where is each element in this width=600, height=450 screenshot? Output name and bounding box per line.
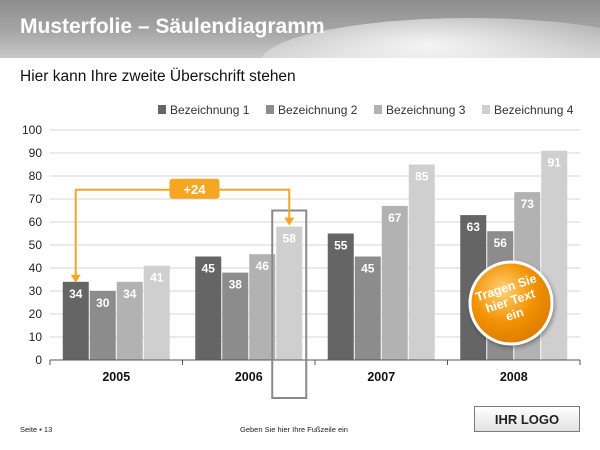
bar xyxy=(195,256,222,360)
x-tick-label: 2007 xyxy=(367,370,395,384)
legend-swatch xyxy=(374,105,382,114)
legend-swatch xyxy=(158,105,166,114)
legend-label: Bezeichnung 2 xyxy=(278,103,358,117)
x-tick-label: 2006 xyxy=(235,370,263,384)
badge-text-line: ein xyxy=(504,305,526,324)
logo-placeholder: IHR LOGO xyxy=(474,406,580,432)
legend-label: Bezeichnung 3 xyxy=(386,103,466,117)
y-tick-label: 30 xyxy=(29,284,43,298)
data-label: 45 xyxy=(361,262,375,276)
data-label: 45 xyxy=(202,262,216,276)
bar xyxy=(116,281,143,360)
legend-label: Bezeichnung 1 xyxy=(170,103,250,117)
slide-title: Musterfolie – Säulendiagramm xyxy=(20,15,325,38)
data-label: 67 xyxy=(388,211,402,225)
y-tick-label: 10 xyxy=(29,330,43,344)
data-label: 55 xyxy=(334,239,348,253)
data-label: 34 xyxy=(123,287,137,301)
bar xyxy=(408,164,435,360)
slide-subtitle: Hier kann Ihre zweite Überschrift stehen xyxy=(20,68,296,85)
arrowhead xyxy=(284,217,295,226)
y-tick-label: 60 xyxy=(29,215,43,229)
bar xyxy=(381,205,408,360)
bar xyxy=(62,281,89,360)
y-tick-label: 50 xyxy=(29,238,43,252)
y-tick-label: 70 xyxy=(29,192,43,206)
bar xyxy=(89,291,116,360)
data-label: 56 xyxy=(494,236,508,250)
y-tick-label: 80 xyxy=(29,169,43,183)
bar xyxy=(222,272,249,360)
data-label: 46 xyxy=(256,259,270,273)
data-label: 58 xyxy=(283,232,297,246)
bar xyxy=(143,265,170,360)
bar xyxy=(327,233,354,360)
y-tick-label: 0 xyxy=(35,353,42,367)
x-tick-label: 2005 xyxy=(102,370,130,384)
y-tick-label: 90 xyxy=(29,146,43,160)
data-label: 41 xyxy=(150,271,164,285)
difference-label: +24 xyxy=(183,182,206,197)
x-tick-label: 2008 xyxy=(500,370,528,384)
footer-page-number: Seite ▪ 13 xyxy=(20,425,53,434)
data-label: 38 xyxy=(229,278,243,292)
data-label: 91 xyxy=(548,156,562,170)
bar xyxy=(276,226,303,360)
y-tick-label: 100 xyxy=(22,123,42,137)
data-label: 85 xyxy=(415,170,429,184)
legend-label: Bezeichnung 4 xyxy=(494,103,574,117)
footer-text: Geben Sie hier Ihre Fußzeile ein xyxy=(240,425,348,434)
badge-circle xyxy=(468,260,554,346)
bar xyxy=(541,150,568,360)
header-band xyxy=(0,0,600,58)
bar xyxy=(354,256,381,360)
y-tick-label: 40 xyxy=(29,261,43,275)
data-label: 63 xyxy=(467,220,481,234)
data-label: 30 xyxy=(96,296,110,310)
difference-box xyxy=(169,178,220,199)
data-label: 73 xyxy=(521,197,535,211)
data-label: 34 xyxy=(69,287,83,301)
bar xyxy=(249,254,276,360)
y-tick-label: 20 xyxy=(29,307,43,321)
legend-swatch xyxy=(266,105,274,114)
legend-swatch xyxy=(482,105,490,114)
arrowhead xyxy=(70,274,81,283)
